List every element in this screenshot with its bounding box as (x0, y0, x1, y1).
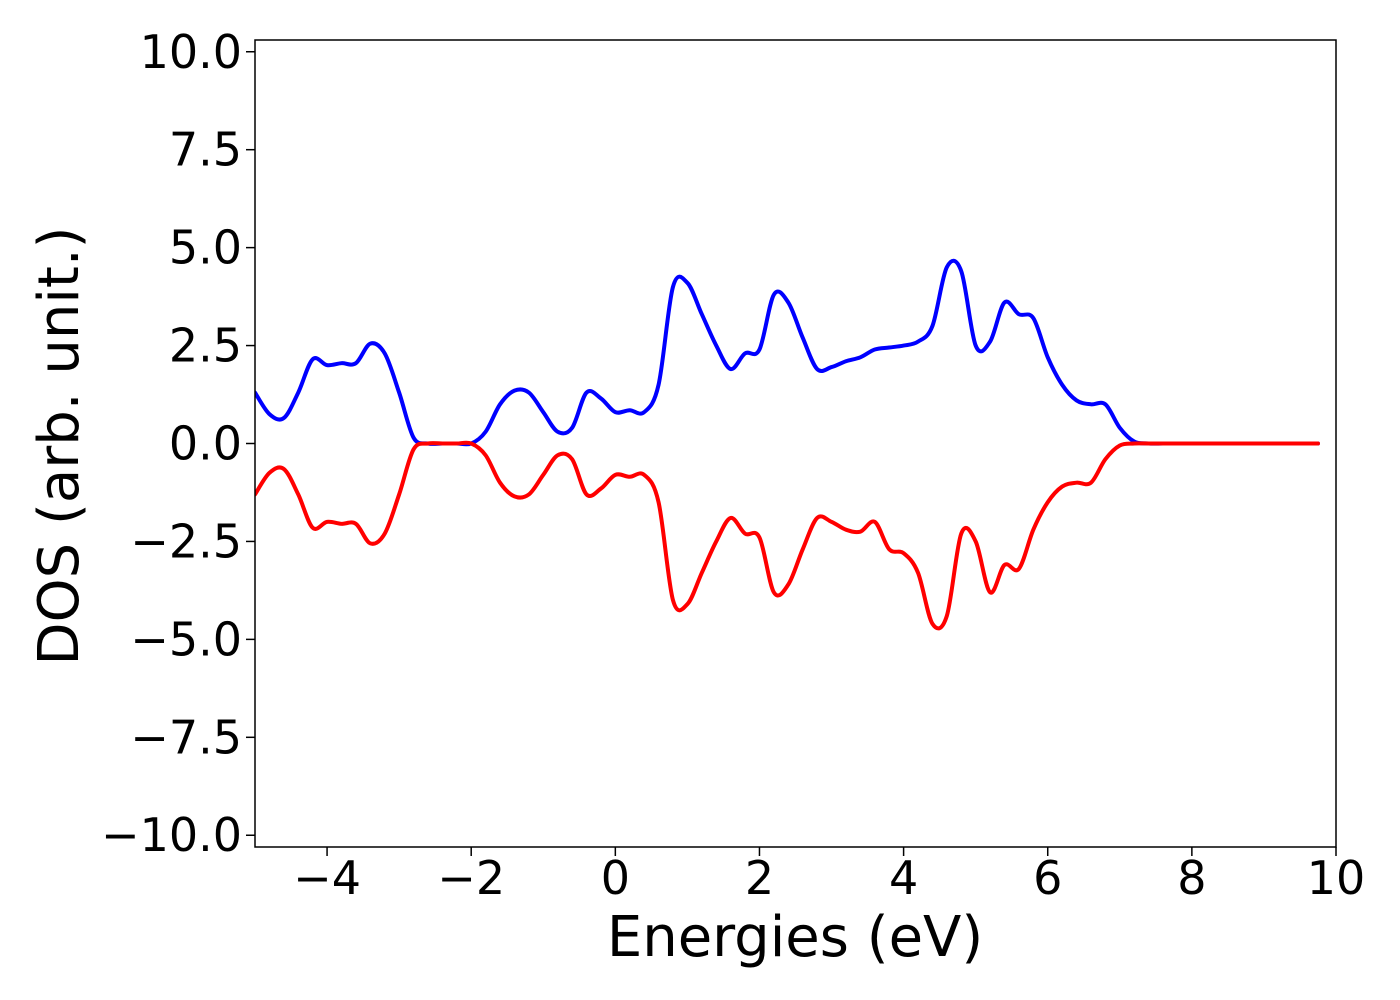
x-tick-label: 8 (1177, 851, 1206, 905)
y-tick-label: 5.0 (169, 221, 242, 275)
x-tick-label: −4 (293, 851, 361, 905)
x-tick-label: 0 (601, 851, 630, 905)
x-tick-label: 10 (1307, 851, 1366, 905)
y-axis: −10.0 −7.5 −5.0 −2.5 0.0 2.5 5.0 7.5 10.0 (101, 25, 255, 862)
y-tick-label: −10.0 (101, 808, 242, 862)
y-tick-label: −5.0 (130, 612, 242, 666)
dos-spin-up-line (255, 258, 1320, 447)
y-tick-label: 0.0 (169, 417, 242, 471)
y-tick-label: 2.5 (169, 319, 242, 373)
y-axis-label: DOS (arb. unit.) (27, 226, 92, 665)
x-tick-label: −2 (437, 851, 505, 905)
dos-spin-down-line (255, 440, 1320, 631)
plot-area (254, 39, 1337, 848)
y-tick-label: −2.5 (130, 514, 242, 568)
x-tick-label: 6 (1033, 851, 1062, 905)
x-axis: −4 −2 0 2 4 6 8 10 (293, 847, 1365, 905)
x-tick-label: 2 (745, 851, 774, 905)
y-tick-label: 7.5 (169, 123, 242, 177)
x-tick-label: 4 (889, 851, 918, 905)
y-tick-label: −7.5 (130, 710, 242, 764)
y-tick-label: 10.0 (140, 25, 242, 79)
x-axis-label: Energies (eV) (607, 905, 983, 970)
